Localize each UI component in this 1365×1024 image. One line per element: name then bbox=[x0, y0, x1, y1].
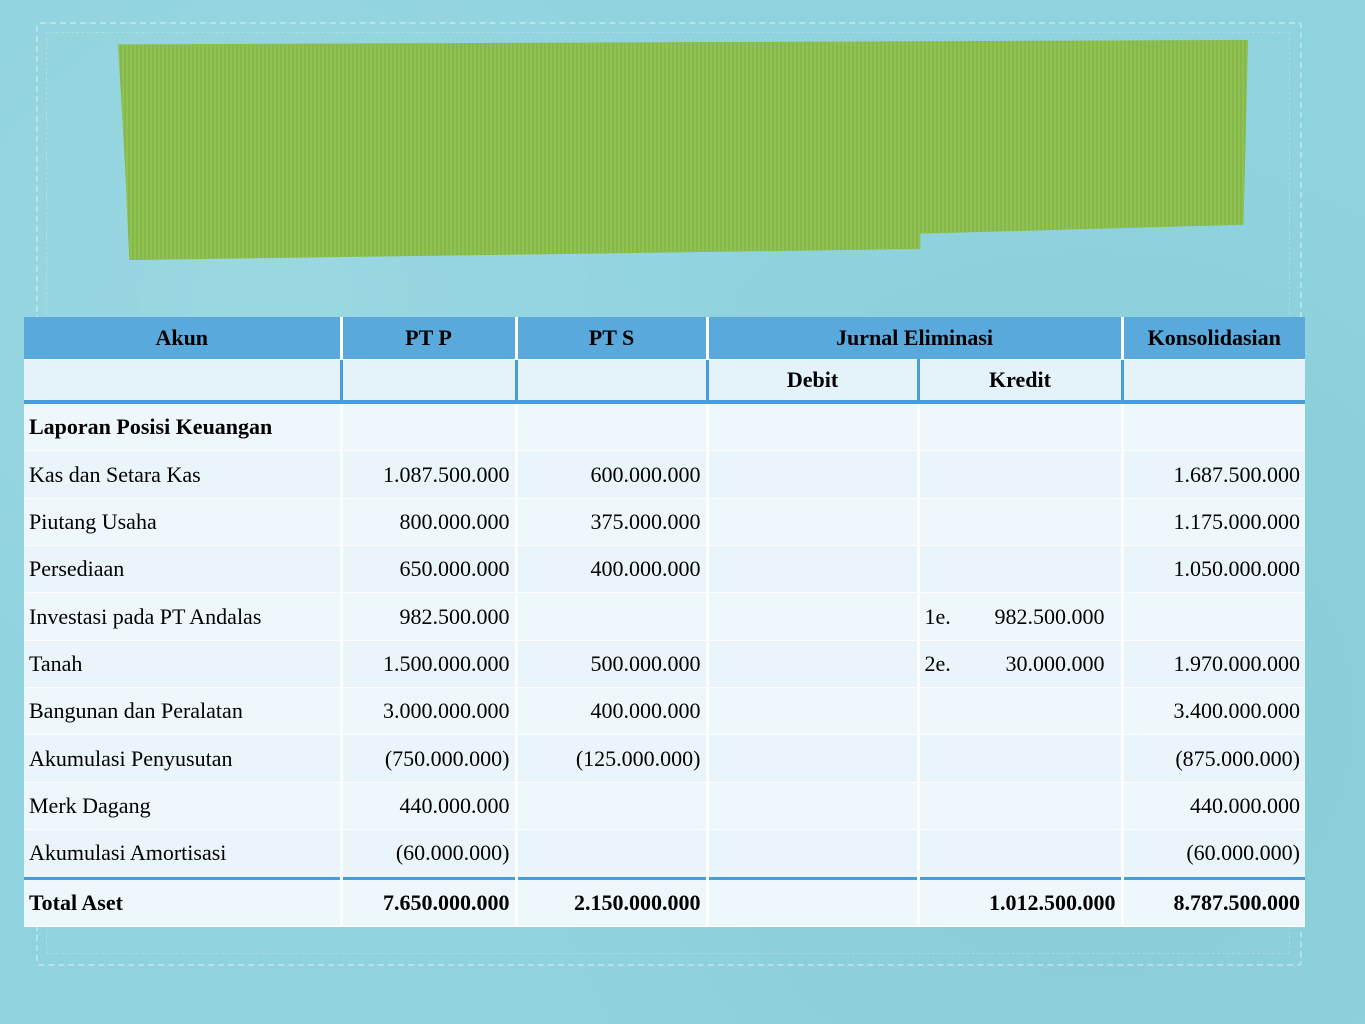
cell-pt-p bbox=[341, 402, 516, 451]
cell-pt-s bbox=[516, 830, 707, 878]
header-pt-s: PT S bbox=[516, 317, 707, 360]
cell-kredit: 2e. 30.000.000 bbox=[918, 640, 1122, 687]
cell-pt-s bbox=[516, 593, 707, 640]
table-row: Akumulasi Penyusutan (750.000.000) (125.00… bbox=[24, 735, 1305, 782]
total-pt-p: 7.650.000.000 bbox=[341, 878, 516, 926]
cell-konsolidasian: 440.000.000 bbox=[1122, 782, 1305, 829]
subheader-pt-p bbox=[341, 360, 516, 403]
subheader-row: Debit Kredit bbox=[24, 360, 1305, 403]
cell-pt-s bbox=[516, 402, 707, 451]
total-kredit: 1.012.500.000 bbox=[918, 878, 1122, 926]
total-debit bbox=[707, 878, 918, 926]
cell-debit bbox=[707, 782, 918, 829]
cell-pt-s: 400.000.000 bbox=[516, 688, 707, 735]
cell-pt-p: 1.500.000.000 bbox=[341, 640, 516, 687]
cell-pt-s bbox=[516, 782, 707, 829]
cell-pt-p: (60.000.000) bbox=[341, 830, 516, 878]
cell-kredit: 1e. 982.500.000 bbox=[918, 593, 1122, 640]
cell-kredit bbox=[918, 451, 1122, 498]
cell-konsolidasian: 1.050.000.000 bbox=[1122, 546, 1305, 593]
cell-kredit bbox=[918, 735, 1122, 782]
header-akun: Akun bbox=[24, 317, 341, 360]
cell-pt-p: 1.087.500.000 bbox=[341, 451, 516, 498]
cell-konsolidasian bbox=[1122, 402, 1305, 451]
cell-debit bbox=[707, 498, 918, 545]
cell-pt-s: 600.000.000 bbox=[516, 451, 707, 498]
table-row: Laporan Posisi Keuangan bbox=[24, 402, 1305, 451]
cell-konsolidasian: 1.175.000.000 bbox=[1122, 498, 1305, 545]
cell-akun: Piutang Usaha bbox=[24, 498, 341, 545]
cell-kredit bbox=[918, 830, 1122, 878]
kredit-ref: 2e. bbox=[925, 651, 975, 677]
cell-debit bbox=[707, 593, 918, 640]
cell-kredit bbox=[918, 402, 1122, 451]
kredit-ref: 1e. bbox=[925, 604, 975, 630]
total-konsolidasian: 8.787.500.000 bbox=[1122, 878, 1305, 926]
subheader-kredit: Kredit bbox=[918, 360, 1122, 403]
table-row: Kas dan Setara Kas 1.087.500.000 600.000.0… bbox=[24, 451, 1305, 498]
cell-pt-p: 650.000.000 bbox=[341, 546, 516, 593]
cell-pt-p: 3.000.000.000 bbox=[341, 688, 516, 735]
cell-akun: Akumulasi Penyusutan bbox=[24, 735, 341, 782]
cell-debit bbox=[707, 546, 918, 593]
cell-akun: Persediaan bbox=[24, 546, 341, 593]
cell-pt-s: 400.000.000 bbox=[516, 546, 707, 593]
header-jurnal-eliminasi: Jurnal Eliminasi bbox=[707, 317, 1122, 360]
cell-akun: Akumulasi Amortisasi bbox=[24, 830, 341, 878]
cell-kredit bbox=[918, 546, 1122, 593]
header-konsolidasian: Konsolidasian bbox=[1122, 317, 1305, 360]
cell-konsolidasian: 1.687.500.000 bbox=[1122, 451, 1305, 498]
cell-pt-p: 982.500.000 bbox=[341, 593, 516, 640]
cell-debit bbox=[707, 640, 918, 687]
cell-pt-s: 500.000.000 bbox=[516, 640, 707, 687]
cell-pt-s: (125.000.000) bbox=[516, 735, 707, 782]
cell-akun: Tanah bbox=[24, 640, 341, 687]
consolidation-table: Akun PT P PT S Jurnal Eliminasi Konsolid… bbox=[24, 317, 1305, 927]
table-row: Piutang Usaha 800.000.000 375.000.000 1.175… bbox=[24, 498, 1305, 545]
cell-akun: Kas dan Setara Kas bbox=[24, 451, 341, 498]
cell-debit bbox=[707, 402, 918, 451]
kredit-amount: 982.500.000 bbox=[975, 604, 1105, 630]
subheader-konsolidasian bbox=[1122, 360, 1305, 403]
cell-kredit bbox=[918, 688, 1122, 735]
cell-pt-p: 440.000.000 bbox=[341, 782, 516, 829]
table-row: Bangunan dan Peralatan 3.000.000.000 400.0… bbox=[24, 688, 1305, 735]
table-row: Investasi pada PT Andalas 982.500.000 1e. 9… bbox=[24, 593, 1305, 640]
cell-pt-p: 800.000.000 bbox=[341, 498, 516, 545]
table-row: Akumulasi Amortisasi (60.000.000) (60.000.… bbox=[24, 830, 1305, 878]
cell-akun: Investasi pada PT Andalas bbox=[24, 593, 341, 640]
subheader-debit: Debit bbox=[707, 360, 918, 403]
title-paper-banner bbox=[118, 40, 1248, 260]
table-row: Persediaan 650.000.000 400.000.000 1.050.00… bbox=[24, 546, 1305, 593]
cell-akun: Bangunan dan Peralatan bbox=[24, 688, 341, 735]
cell-konsolidasian bbox=[1122, 593, 1305, 640]
cell-konsolidasian: 3.400.000.000 bbox=[1122, 688, 1305, 735]
cell-kredit bbox=[918, 498, 1122, 545]
cell-debit bbox=[707, 735, 918, 782]
cell-pt-p: (750.000.000) bbox=[341, 735, 516, 782]
kredit-amount: 30.000.000 bbox=[975, 651, 1105, 677]
cell-konsolidasian: (60.000.000) bbox=[1122, 830, 1305, 878]
total-pt-s: 2.150.000.000 bbox=[516, 878, 707, 926]
cell-pt-s: 375.000.000 bbox=[516, 498, 707, 545]
header-row: Akun PT P PT S Jurnal Eliminasi Konsolid… bbox=[24, 317, 1305, 360]
header-pt-p: PT P bbox=[341, 317, 516, 360]
total-row: Total Aset 7.650.000.000 2.150.000.000 1.01… bbox=[24, 878, 1305, 926]
table-row: Tanah 1.500.000.000 500.000.000 2e. 30.000.0… bbox=[24, 640, 1305, 687]
cell-akun: Merk Dagang bbox=[24, 782, 341, 829]
cell-debit bbox=[707, 830, 918, 878]
cell-konsolidasian: (875.000.000) bbox=[1122, 735, 1305, 782]
table-row: Merk Dagang 440.000.000 440.000.000 bbox=[24, 782, 1305, 829]
cell-konsolidasian: 1.970.000.000 bbox=[1122, 640, 1305, 687]
subheader-pt-s bbox=[516, 360, 707, 403]
cell-kredit bbox=[918, 782, 1122, 829]
cell-akun: Laporan Posisi Keuangan bbox=[24, 402, 341, 451]
cell-debit bbox=[707, 451, 918, 498]
cell-debit bbox=[707, 688, 918, 735]
total-label: Total Aset bbox=[24, 878, 341, 926]
subheader-akun bbox=[24, 360, 341, 403]
